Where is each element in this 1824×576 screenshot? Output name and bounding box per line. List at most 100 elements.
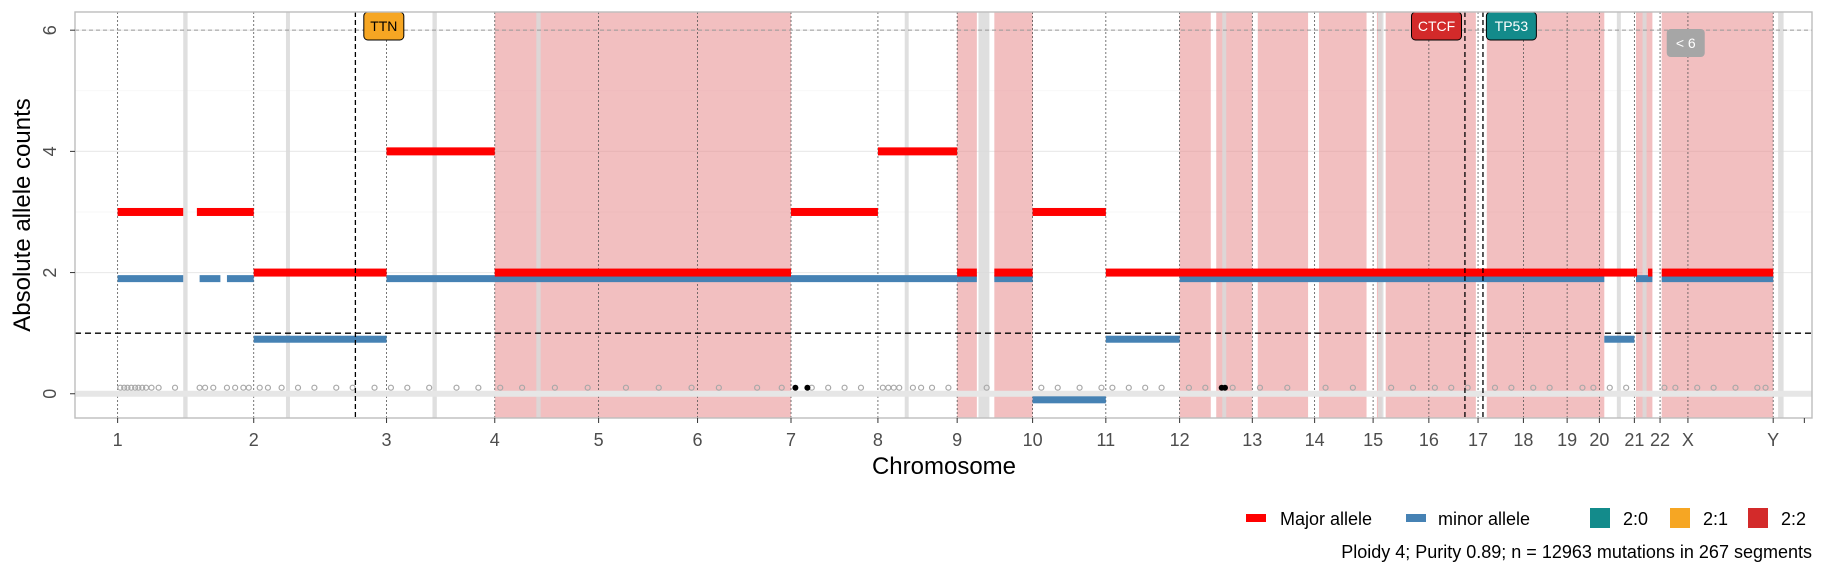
gap-band	[1378, 12, 1384, 418]
mutation-point	[1672, 384, 1679, 391]
wgd-region	[1661, 12, 1774, 418]
major-allele-segment	[1661, 268, 1774, 277]
mutation-point	[278, 384, 285, 391]
major-allele-segment	[877, 147, 958, 156]
minor-allele-segment	[1661, 275, 1774, 283]
legend-label-2-2: 2:2	[1781, 509, 1806, 529]
major-allele-segment	[196, 207, 254, 216]
mutation-point	[1185, 384, 1193, 391]
mutation-point	[294, 384, 302, 391]
major-allele-segment	[386, 147, 495, 156]
mutation-point	[1229, 384, 1236, 391]
mutation-point	[584, 384, 591, 391]
major-allele-segment	[1105, 268, 1638, 277]
y-tick-label: 6	[40, 25, 60, 35]
mutation-point	[1202, 384, 1209, 391]
x-tick-label-y: Y	[1767, 430, 1779, 450]
gap-band	[536, 12, 541, 418]
zero-baseline	[75, 390, 1812, 397]
mutation-point	[117, 384, 124, 391]
major-allele-segment	[494, 268, 792, 277]
mutation-point	[1125, 384, 1132, 391]
x-tick-label-11: 11	[1096, 430, 1115, 450]
x-tick-label-22: 22	[1650, 430, 1670, 450]
mutation-point	[1710, 384, 1717, 391]
x-tick-label-16: 16	[1419, 430, 1439, 450]
mutation-point	[497, 384, 504, 391]
gap-band	[1616, 12, 1621, 418]
chart-caption: Ploidy 4; Purity 0.89; n = 12963 mutatio…	[1341, 542, 1812, 562]
mutation-point	[311, 384, 318, 391]
mutation-point	[1530, 384, 1537, 391]
wgd-region	[1179, 12, 1211, 418]
segment-layer	[117, 147, 1774, 404]
mutation-point	[1284, 384, 1291, 391]
gene-label-ctcf: CTCF	[1418, 18, 1455, 34]
mutation-point	[135, 384, 142, 391]
minor-allele-segment	[226, 275, 254, 283]
wgd-region	[1385, 12, 1476, 418]
mutation-point	[518, 384, 526, 391]
minor-allele-segment	[117, 275, 184, 283]
mutation-point	[825, 384, 832, 391]
x-tick-label-15: 15	[1363, 430, 1383, 450]
major-allele-segment	[791, 207, 878, 216]
mutation-point	[1322, 384, 1329, 391]
mutation-point	[551, 384, 558, 391]
legend-label-2-1: 2:1	[1703, 509, 1728, 529]
mutation-point	[945, 384, 952, 391]
offscale-badge	[1666, 29, 1705, 57]
major-allele-segment	[957, 268, 977, 277]
mutation-point	[1464, 384, 1471, 391]
minor-allele-segment	[994, 275, 1033, 283]
mutation-point	[1054, 384, 1061, 391]
mutation-point	[1142, 384, 1149, 391]
x-axis-title: Chromosome	[872, 453, 1016, 480]
gene-label-tp53: TP53	[1495, 18, 1529, 34]
mutation-point	[139, 384, 146, 391]
mutation-point	[223, 384, 231, 391]
mutation-point	[128, 384, 135, 391]
mutation-point	[917, 384, 925, 391]
x-tick-label-4: 4	[490, 430, 500, 450]
mutation-point	[909, 384, 916, 391]
mutation-point	[256, 384, 263, 391]
mutation-point	[1256, 384, 1264, 391]
mutation-point	[655, 384, 662, 391]
major-allele-segment	[1032, 207, 1106, 216]
legend-swatch-2-2	[1748, 508, 1768, 528]
mutation-point	[426, 384, 433, 391]
gap-band	[183, 12, 188, 418]
mutation-point	[896, 384, 903, 391]
minor-allele-segment	[253, 335, 387, 343]
mutation-point	[1546, 384, 1553, 391]
legend-swatch-minor	[1406, 514, 1426, 522]
mutation-point	[1732, 384, 1739, 391]
wgd-region	[494, 12, 792, 418]
mutation-point	[1098, 384, 1105, 391]
minor-allele-segment	[1636, 275, 1653, 283]
mutation-point	[245, 384, 252, 391]
legend-label-major: Major allele	[1280, 509, 1372, 529]
x-tick-label-21: 21	[1624, 430, 1644, 450]
x-tick-label-3: 3	[382, 430, 392, 450]
x-tick-label-6: 6	[693, 430, 703, 450]
mutation-point	[1661, 384, 1668, 391]
mutation-point	[210, 384, 217, 391]
x-tick-label-13: 13	[1242, 430, 1262, 450]
panel-border	[74, 11, 1813, 419]
y-tick-label: 2	[40, 268, 60, 278]
mutation-point	[155, 384, 162, 391]
x-tick-label-x: X	[1682, 430, 1694, 450]
x-tick-label-1: 1	[113, 430, 123, 450]
legend-swatch-major	[1246, 514, 1266, 522]
mutation-point	[1606, 384, 1613, 391]
x-tick-label-14: 14	[1305, 430, 1325, 450]
mutation-point	[404, 384, 411, 391]
mutation-point	[201, 384, 209, 391]
mutation-point	[778, 384, 785, 391]
legend: Major allele minor allele 2:0 2:1 2:2	[1246, 508, 1806, 529]
gap-band	[1778, 12, 1784, 418]
wgd-region	[1318, 12, 1367, 418]
